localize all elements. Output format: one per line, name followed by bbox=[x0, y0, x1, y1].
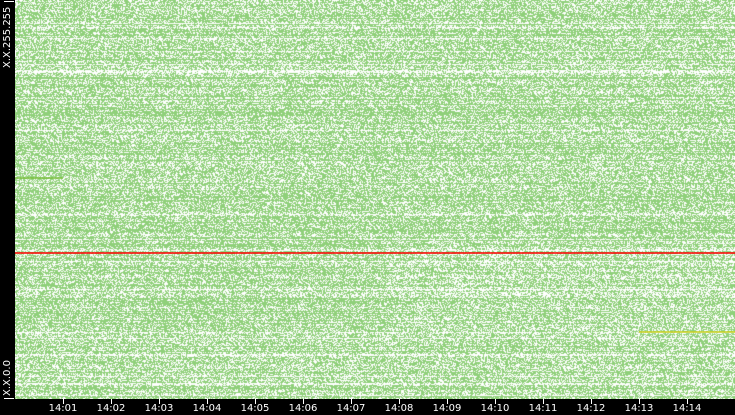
y-bottom-marker bbox=[4, 398, 14, 399]
x-tick-label: 14:02 bbox=[96, 403, 126, 414]
x-tick-label: 14:05 bbox=[240, 403, 270, 414]
traffic-points bbox=[15, 0, 735, 399]
x-tick bbox=[495, 399, 496, 404]
x-tick bbox=[255, 399, 256, 404]
x-tick-label: 14:03 bbox=[144, 403, 174, 414]
x-tick-label: 14:11 bbox=[528, 403, 558, 414]
x-tick-label: 14:09 bbox=[432, 403, 462, 414]
x-tick bbox=[543, 399, 544, 404]
y-label-top: X.X.255.255 bbox=[2, 6, 13, 68]
plot-area[interactable] bbox=[15, 0, 735, 399]
y-label-bottom: X.X.0.0 bbox=[2, 360, 13, 396]
x-tick-label: 14:08 bbox=[384, 403, 414, 414]
x-tick bbox=[159, 399, 160, 404]
x-tick-label: 14:12 bbox=[576, 403, 606, 414]
x-tick-label: 14:04 bbox=[192, 403, 222, 414]
x-tick bbox=[399, 399, 400, 404]
x-tick-label: 14:13 bbox=[624, 403, 654, 414]
y-top-marker bbox=[4, 1, 14, 2]
highlight-layer bbox=[15, 177, 735, 333]
x-tick-label: 14:14 bbox=[672, 403, 702, 414]
x-tick-label: 14:07 bbox=[336, 403, 366, 414]
x-tick-label: 14:01 bbox=[48, 403, 78, 414]
x-tick bbox=[63, 399, 64, 404]
x-tick bbox=[687, 399, 688, 404]
x-tick bbox=[447, 399, 448, 404]
x-tick-label: 14:06 bbox=[288, 403, 318, 414]
x-tick bbox=[303, 399, 304, 404]
x-tick-label: 14:10 bbox=[480, 403, 510, 414]
x-tick bbox=[111, 399, 112, 404]
x-tick bbox=[351, 399, 352, 404]
x-tick bbox=[639, 399, 640, 404]
x-tick bbox=[591, 399, 592, 404]
x-tick bbox=[207, 399, 208, 404]
